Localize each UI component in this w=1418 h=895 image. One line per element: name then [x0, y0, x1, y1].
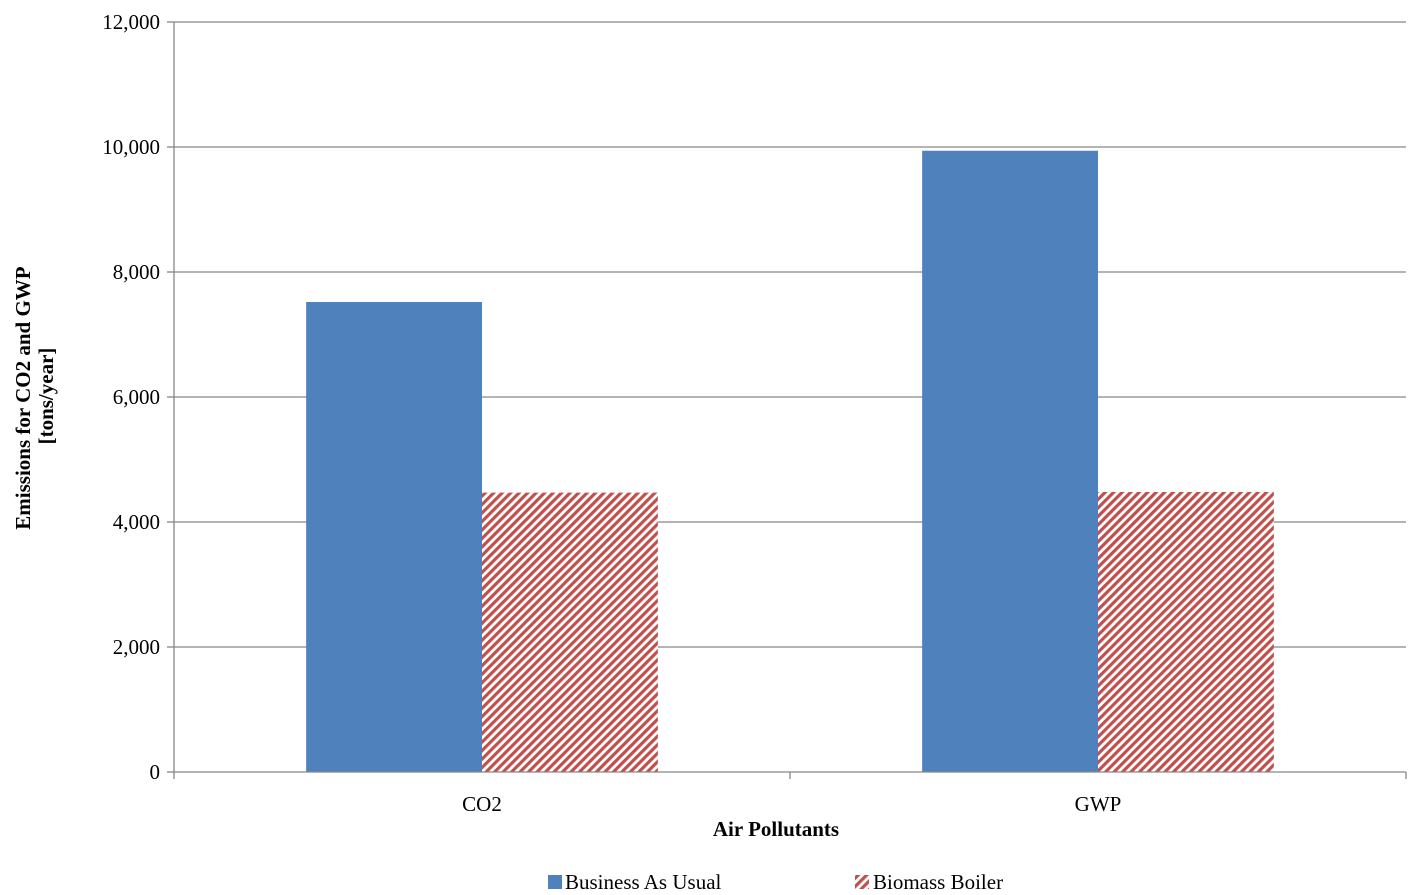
- y-axis-title-line-2: [tons/year]: [34, 348, 58, 445]
- x-axis-title: Air Pollutants: [713, 817, 839, 841]
- legend: Business As Usual Biomass Boiler: [548, 870, 1003, 894]
- legend-item-biomass-boiler[interactable]: Biomass Boiler: [855, 870, 1003, 894]
- legend-swatch-biomass-boiler: [855, 875, 869, 889]
- y-axis-title-line-1: Emissions for CO2 and GWP: [11, 266, 35, 529]
- y-tick-label-8000: 8,000: [113, 260, 160, 284]
- y-tick-label-2000: 2,000: [113, 635, 160, 659]
- bars: [306, 150, 1274, 772]
- axes: [167, 21, 1407, 779]
- x-tick-labels: CO2 GWP: [462, 792, 1121, 816]
- legend-label-business-as-usual: Business As Usual: [565, 870, 722, 894]
- legend-item-business-as-usual[interactable]: Business As Usual: [548, 870, 722, 894]
- bar-biomass-boiler-co2[interactable]: [482, 492, 658, 772]
- y-axis-title: Emissions for CO2 and GWP [tons/year]: [11, 262, 58, 529]
- legend-label-biomass-boiler: Biomass Boiler: [873, 870, 1003, 894]
- y-tick-label-12000: 12,000: [102, 10, 160, 34]
- y-tick-labels: 0 2,000 4,000 6,000 8,000 10,000 12,000: [102, 10, 160, 784]
- bar-biomass-boiler-gwp[interactable]: [1098, 492, 1274, 772]
- bar-business-as-usual-gwp[interactable]: [922, 150, 1098, 772]
- x-tick-label-gwp: GWP: [1075, 792, 1122, 816]
- legend-swatch-business-as-usual: [548, 875, 562, 889]
- x-tick-label-co2: CO2: [462, 792, 502, 816]
- y-tick-label-10000: 10,000: [102, 135, 160, 159]
- bar-business-as-usual-co2[interactable]: [306, 302, 482, 772]
- y-tick-label-4000: 4,000: [113, 510, 160, 534]
- y-tick-label-0: 0: [150, 760, 161, 784]
- y-tick-label-6000: 6,000: [113, 385, 160, 409]
